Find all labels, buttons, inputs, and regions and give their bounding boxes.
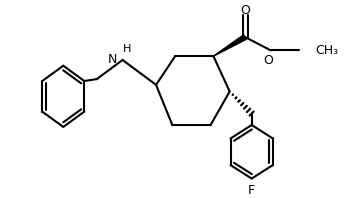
Text: N: N <box>107 53 117 67</box>
Text: CH₃: CH₃ <box>316 44 339 57</box>
Text: F: F <box>248 185 255 197</box>
Text: O: O <box>263 54 273 68</box>
Text: H: H <box>123 44 131 53</box>
Polygon shape <box>213 35 246 56</box>
Text: O: O <box>240 4 250 17</box>
